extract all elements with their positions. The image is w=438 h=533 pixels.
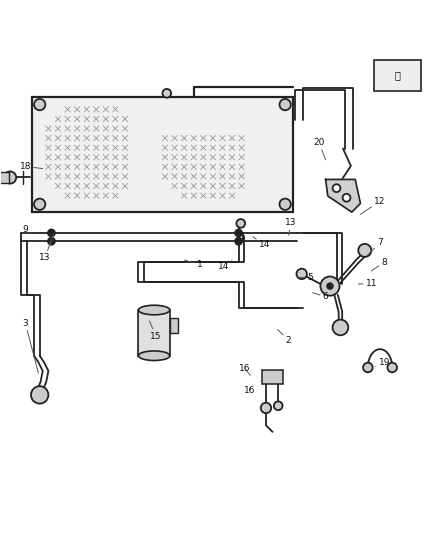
Circle shape bbox=[388, 362, 397, 372]
Text: 9: 9 bbox=[22, 225, 32, 234]
Circle shape bbox=[4, 172, 16, 183]
Text: 14: 14 bbox=[218, 260, 232, 271]
Text: 13: 13 bbox=[39, 234, 53, 262]
Circle shape bbox=[235, 230, 242, 237]
Ellipse shape bbox=[138, 351, 170, 360]
Circle shape bbox=[297, 269, 307, 279]
Circle shape bbox=[237, 219, 245, 228]
Text: 🚗: 🚗 bbox=[394, 70, 400, 80]
Text: 19: 19 bbox=[376, 358, 390, 367]
Text: 8: 8 bbox=[371, 257, 387, 271]
Text: 5: 5 bbox=[300, 273, 313, 282]
Bar bbox=[32, 97, 293, 212]
Circle shape bbox=[261, 403, 271, 413]
Text: 16: 16 bbox=[239, 364, 251, 375]
Circle shape bbox=[162, 89, 171, 98]
Text: 18: 18 bbox=[20, 162, 43, 171]
Ellipse shape bbox=[138, 305, 170, 315]
Circle shape bbox=[343, 194, 350, 201]
Text: 6: 6 bbox=[313, 293, 328, 302]
Circle shape bbox=[34, 199, 46, 210]
Text: 12: 12 bbox=[360, 197, 386, 214]
Circle shape bbox=[31, 386, 48, 403]
Circle shape bbox=[363, 362, 373, 372]
Text: 13: 13 bbox=[285, 219, 297, 235]
Polygon shape bbox=[325, 180, 360, 212]
Text: 16: 16 bbox=[244, 386, 255, 395]
Bar bbox=[374, 60, 420, 91]
Circle shape bbox=[274, 401, 283, 410]
Circle shape bbox=[235, 238, 242, 245]
Circle shape bbox=[332, 320, 348, 335]
Circle shape bbox=[279, 99, 291, 110]
Bar bbox=[261, 370, 283, 384]
Bar bbox=[138, 310, 170, 356]
Text: 15: 15 bbox=[149, 321, 162, 341]
Text: 11: 11 bbox=[358, 279, 377, 288]
Bar bbox=[0, 172, 9, 183]
Text: 3: 3 bbox=[22, 319, 39, 373]
Circle shape bbox=[358, 244, 371, 257]
Circle shape bbox=[34, 99, 46, 110]
Circle shape bbox=[321, 277, 339, 296]
Text: 7: 7 bbox=[367, 238, 383, 256]
Circle shape bbox=[48, 238, 55, 245]
Circle shape bbox=[48, 230, 55, 237]
Circle shape bbox=[279, 199, 291, 210]
Bar bbox=[170, 318, 178, 333]
Circle shape bbox=[327, 283, 333, 289]
Text: 1: 1 bbox=[184, 260, 202, 269]
Text: 14: 14 bbox=[253, 237, 270, 249]
Text: 20: 20 bbox=[314, 138, 325, 160]
Circle shape bbox=[332, 184, 340, 192]
Text: 2: 2 bbox=[278, 329, 291, 345]
